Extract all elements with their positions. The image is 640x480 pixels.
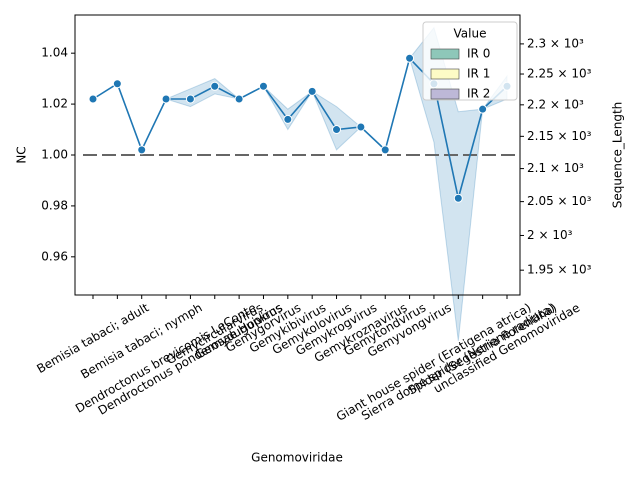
marker [137, 145, 147, 155]
marker [258, 81, 268, 91]
marker [185, 94, 195, 104]
y2-tick-label: 2 × 10³ [527, 228, 573, 242]
y-tick-label: 1.04 [41, 46, 68, 60]
legend-swatch [430, 88, 460, 100]
marker [453, 193, 463, 203]
marker [356, 122, 366, 132]
y2-tick-label: 2.3 × 10³ [527, 36, 584, 50]
marker [234, 94, 244, 104]
marker [332, 125, 342, 135]
x-axis-label: Genomoviridae [251, 451, 343, 465]
legend-label: IR 1 [467, 67, 490, 81]
marker [88, 94, 98, 104]
y2-tick-label: 2.05 × 10³ [527, 194, 592, 208]
marker [112, 79, 122, 89]
legend-swatch [430, 48, 460, 60]
marker [478, 104, 488, 114]
legend-box [422, 21, 518, 101]
y2-axis-label: Sequence_Length [611, 102, 625, 209]
legend-label: IR 2 [467, 87, 490, 101]
marker [380, 145, 390, 155]
y2-tick-label: 2.1 × 10³ [527, 161, 584, 175]
line [92, 56, 508, 199]
legend-title: Value [454, 27, 487, 41]
y2-tick-label: 2.15 × 10³ [527, 129, 592, 143]
plot-frame [74, 14, 521, 296]
marker [161, 94, 171, 104]
marker [283, 114, 293, 124]
marker [210, 81, 220, 91]
legend-swatch [430, 68, 460, 80]
y-tick-label: 0.96 [41, 249, 68, 263]
marker [307, 86, 317, 96]
y2-tick-label: 2.2 × 10³ [527, 97, 584, 111]
y-tick-label: 1.00 [41, 148, 68, 162]
legend-label: IR 0 [467, 47, 490, 61]
marker [405, 53, 415, 63]
y2-tick-label: 2.25 × 10³ [527, 67, 592, 81]
y-tick-label: 1.02 [41, 97, 68, 111]
y2-tick-label: 1.95 × 10³ [527, 263, 592, 277]
y-tick-label: 0.98 [41, 198, 68, 212]
y-axis-label: NC [15, 146, 29, 163]
